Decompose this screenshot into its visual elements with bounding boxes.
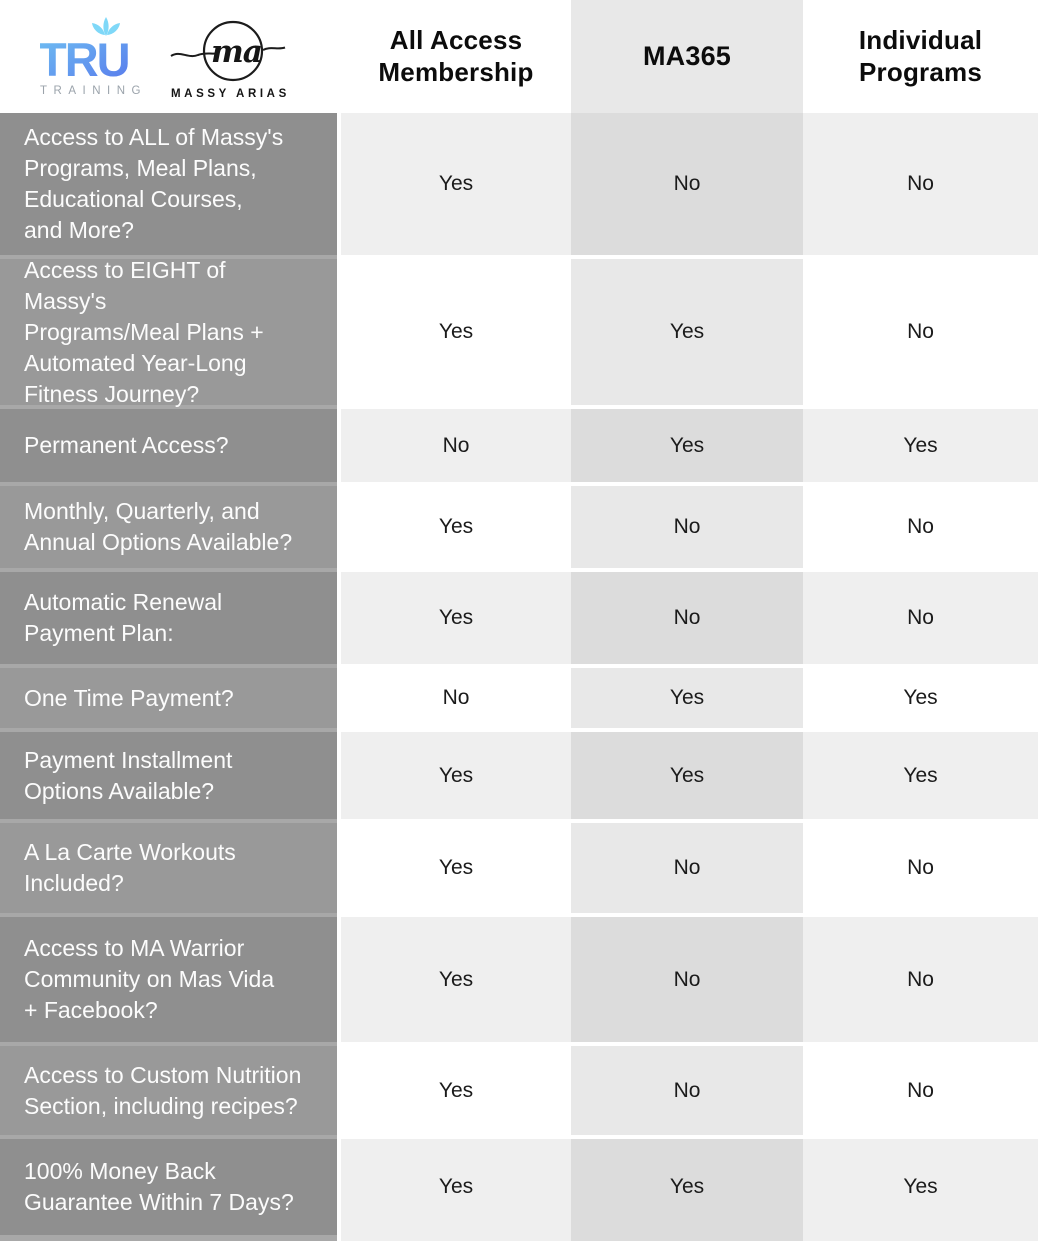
value-cell: Yes (341, 732, 571, 819)
feature-label: Access to EIGHT of Massy's Programs/Meal… (0, 257, 337, 407)
table-row: Access to Custom Nutrition Section, incl… (0, 1046, 1038, 1135)
value-cell: Yes (341, 259, 571, 405)
feature-label: Monthly, Quarterly, and Annual Options A… (0, 486, 337, 568)
value-cell: Yes (803, 732, 1038, 819)
value-cell: Yes (571, 409, 803, 482)
massy-arias-logo: ma MASSY ARIAS (170, 20, 290, 100)
value-cell: Yes (803, 1139, 1038, 1235)
table-row: 100% Money Back Guarantee Within 7 Days?… (0, 1139, 1038, 1235)
value-cell: Yes (571, 259, 803, 405)
feature-label: Access to Custom Nutrition Section, incl… (0, 1046, 337, 1135)
feature-label: One Time Payment? (0, 668, 337, 728)
table-row: Automatic Renewal Payment Plan: Yes No N… (0, 572, 1038, 664)
ma-name: MASSY ARIAS (171, 88, 290, 100)
value-cell: No (803, 823, 1038, 913)
feature-label: Access to MA Warrior Community on Mas Vi… (0, 917, 337, 1042)
table-row: A La Carte Workouts Included? Yes No No (0, 823, 1038, 913)
value-cell: No (571, 1046, 803, 1135)
feature-label: 100% Money Back Guarantee Within 7 Days? (0, 1139, 337, 1235)
feature-label: A La Carte Workouts Included? (0, 823, 337, 913)
tru-subtitle: TRAINING (40, 85, 147, 97)
value-cell: No (803, 1046, 1038, 1135)
value-cell: Yes (571, 1139, 803, 1235)
value-cell: Yes (341, 572, 571, 664)
value-cell: No (571, 917, 803, 1042)
value-cell: No (341, 668, 571, 728)
value-cell: Yes (803, 668, 1038, 728)
table-row: Monthly, Quarterly, and Annual Options A… (0, 486, 1038, 568)
table-row: One Time Payment? No Yes Yes (0, 668, 1038, 728)
table-row: Access to ALL of Massy's Programs, Meal … (0, 113, 1038, 255)
value-cell: Yes (341, 823, 571, 913)
tru-training-logo: TRU TRAINING (40, 16, 147, 97)
feature-label: Access to ALL of Massy's Programs, Meal … (0, 113, 337, 255)
value-cell: Yes (341, 113, 571, 255)
table-row: Permanent Access? No Yes Yes (0, 409, 1038, 482)
value-cell: No (803, 917, 1038, 1042)
value-cell: No (571, 572, 803, 664)
value-cell: Yes (803, 409, 1038, 482)
tru-wordmark: TRU (40, 33, 129, 86)
table-row: Payment Installment Options Available? Y… (0, 732, 1038, 819)
column-header-ma365: MA365 (571, 0, 803, 113)
table-row: Access to EIGHT of Massy's Programs/Meal… (0, 257, 1038, 407)
column-header-all-access: All Access Membership (378, 24, 534, 87)
value-cell: No (803, 259, 1038, 405)
bottom-edge-strip (0, 1235, 1038, 1241)
feature-label: Permanent Access? (0, 409, 337, 482)
table-header: TRU TRAINING ma MASSY ARIAS All Access M… (0, 0, 1038, 113)
value-cell: No (341, 409, 571, 482)
value-cell: No (803, 113, 1038, 255)
feature-label: Payment Installment Options Available? (0, 732, 337, 819)
value-cell: No (571, 113, 803, 255)
value-cell: No (803, 486, 1038, 568)
table-row: Access to MA Warrior Community on Mas Vi… (0, 917, 1038, 1042)
value-cell: Yes (341, 917, 571, 1042)
value-cell: Yes (341, 1139, 571, 1235)
value-cell: No (571, 823, 803, 913)
feature-label: Automatic Renewal Payment Plan: (0, 572, 337, 664)
column-header-individual: Individual Programs (858, 24, 983, 87)
value-cell: No (803, 572, 1038, 664)
tru-leaf-icon (92, 16, 120, 36)
value-cell: Yes (571, 732, 803, 819)
value-cell: Yes (571, 668, 803, 728)
ma-monogram-text: ma (211, 34, 262, 70)
value-cell: No (571, 486, 803, 568)
brand-logos: TRU TRAINING ma MASSY ARIAS (0, 0, 341, 113)
feature-rows: Access to ALL of Massy's Programs, Meal … (0, 113, 1038, 1241)
value-cell: Yes (341, 486, 571, 568)
value-cell: Yes (341, 1046, 571, 1135)
ma-monogram-icon: ma (170, 20, 286, 81)
